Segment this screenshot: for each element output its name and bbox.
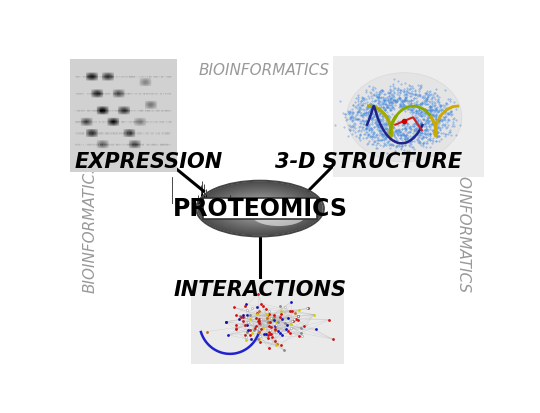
Text: INTERACTIONS: INTERACTIONS [173, 280, 347, 300]
Ellipse shape [259, 208, 261, 209]
Ellipse shape [206, 185, 314, 232]
Ellipse shape [257, 207, 263, 210]
Ellipse shape [209, 187, 311, 230]
Ellipse shape [214, 189, 306, 228]
Ellipse shape [248, 204, 272, 214]
Ellipse shape [212, 188, 308, 229]
Ellipse shape [202, 184, 318, 233]
Ellipse shape [247, 203, 273, 214]
Ellipse shape [242, 201, 278, 216]
Text: 3-D STRUCTURE: 3-D STRUCTURE [275, 152, 462, 173]
Ellipse shape [199, 182, 321, 235]
Ellipse shape [219, 191, 301, 226]
Ellipse shape [237, 199, 283, 218]
Ellipse shape [250, 204, 270, 213]
Ellipse shape [239, 199, 281, 218]
Ellipse shape [249, 204, 271, 213]
Ellipse shape [217, 190, 303, 227]
Ellipse shape [226, 194, 294, 223]
Ellipse shape [254, 206, 266, 211]
Ellipse shape [215, 189, 305, 228]
Ellipse shape [231, 196, 289, 221]
Ellipse shape [237, 198, 284, 219]
Ellipse shape [198, 182, 322, 235]
Ellipse shape [207, 186, 313, 231]
Ellipse shape [235, 198, 285, 219]
Ellipse shape [252, 205, 268, 212]
Ellipse shape [208, 186, 312, 231]
Text: EXPRESSION: EXPRESSION [75, 152, 223, 173]
Ellipse shape [205, 185, 315, 232]
Ellipse shape [227, 195, 293, 223]
Text: PROTEOMICS: PROTEOMICS [172, 197, 348, 221]
Ellipse shape [240, 200, 280, 217]
Ellipse shape [204, 184, 316, 233]
Ellipse shape [235, 198, 285, 219]
Ellipse shape [247, 203, 273, 214]
Ellipse shape [244, 202, 276, 215]
Ellipse shape [211, 188, 309, 230]
Ellipse shape [234, 197, 286, 220]
Text: BIOINFORMATICS: BIOINFORMATICS [199, 63, 330, 78]
Ellipse shape [214, 189, 306, 228]
Ellipse shape [200, 183, 320, 234]
Ellipse shape [226, 194, 294, 223]
Ellipse shape [220, 191, 300, 226]
Ellipse shape [232, 197, 288, 221]
Ellipse shape [228, 195, 292, 222]
Ellipse shape [258, 208, 262, 209]
Ellipse shape [238, 199, 282, 218]
Ellipse shape [210, 187, 310, 230]
Ellipse shape [233, 197, 287, 220]
Ellipse shape [245, 202, 275, 215]
Ellipse shape [233, 197, 287, 221]
Ellipse shape [254, 206, 266, 211]
Ellipse shape [228, 195, 292, 223]
Ellipse shape [221, 192, 299, 225]
Ellipse shape [246, 202, 274, 215]
Ellipse shape [211, 187, 309, 230]
Text: BIOINFORMATICS: BIOINFORMATICS [455, 162, 470, 293]
Ellipse shape [241, 200, 279, 217]
Ellipse shape [256, 207, 264, 210]
Ellipse shape [224, 193, 296, 224]
Ellipse shape [218, 190, 302, 227]
Ellipse shape [197, 182, 323, 235]
Ellipse shape [202, 183, 318, 234]
Ellipse shape [244, 202, 276, 216]
Ellipse shape [201, 183, 319, 234]
Ellipse shape [216, 190, 304, 228]
Ellipse shape [230, 195, 291, 222]
Ellipse shape [222, 192, 298, 225]
Ellipse shape [255, 206, 265, 211]
Ellipse shape [221, 192, 299, 225]
Text: BIOINFORMATICS: BIOINFORMATICS [83, 162, 98, 293]
Ellipse shape [213, 188, 307, 229]
Ellipse shape [218, 191, 302, 226]
Ellipse shape [204, 185, 316, 233]
Ellipse shape [252, 204, 306, 226]
Ellipse shape [251, 204, 269, 213]
Ellipse shape [223, 193, 297, 224]
FancyBboxPatch shape [202, 198, 318, 219]
Ellipse shape [240, 200, 280, 217]
Ellipse shape [243, 201, 277, 216]
Ellipse shape [252, 205, 268, 212]
Ellipse shape [225, 193, 295, 224]
Ellipse shape [259, 208, 261, 209]
Ellipse shape [200, 183, 320, 235]
Ellipse shape [230, 196, 290, 221]
Ellipse shape [207, 185, 313, 232]
Ellipse shape [253, 206, 267, 211]
